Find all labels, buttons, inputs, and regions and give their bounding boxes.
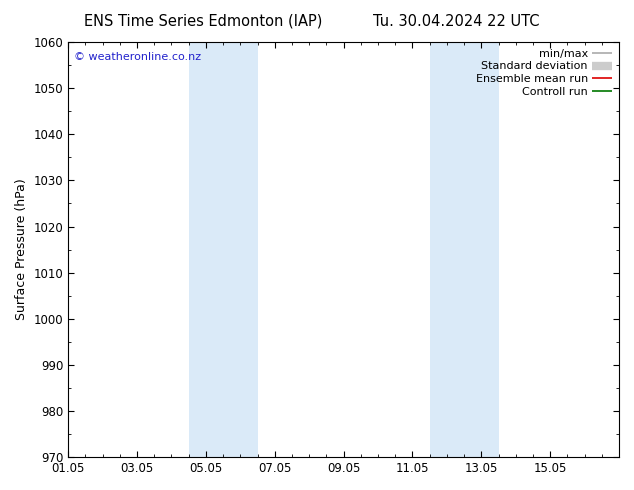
Y-axis label: Surface Pressure (hPa): Surface Pressure (hPa)	[15, 179, 28, 320]
Text: ENS Time Series Edmonton (IAP): ENS Time Series Edmonton (IAP)	[84, 14, 322, 29]
Text: © weatheronline.co.nz: © weatheronline.co.nz	[74, 52, 201, 62]
Bar	[189, 42, 257, 457]
Bar	[430, 42, 498, 457]
Text: Tu. 30.04.2024 22 UTC: Tu. 30.04.2024 22 UTC	[373, 14, 540, 29]
Legend: min/max, Standard deviation, Ensemble mean run, Controll run: min/max, Standard deviation, Ensemble me…	[471, 44, 617, 101]
